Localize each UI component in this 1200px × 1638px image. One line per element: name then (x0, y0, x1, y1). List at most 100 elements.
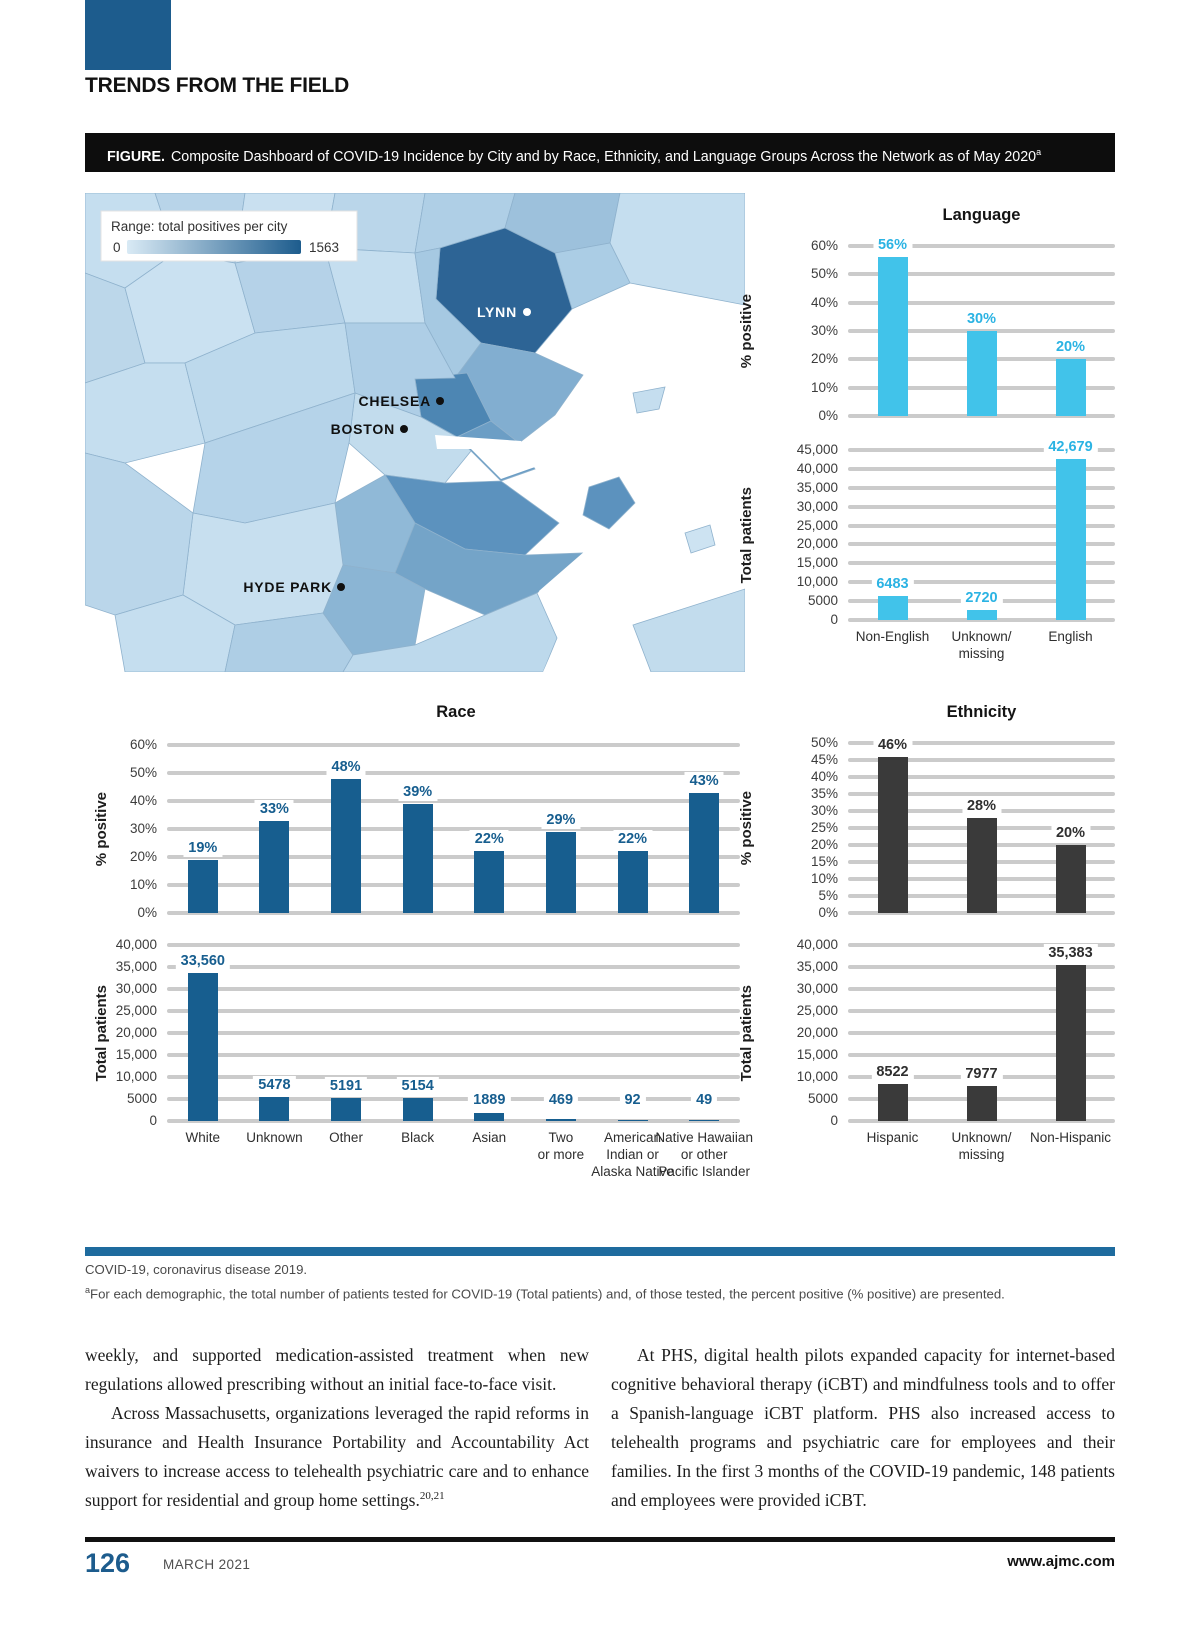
citation-superscript: 20,21 (419, 1490, 445, 1503)
gridline (848, 965, 1115, 969)
race-total-y-tick: 20,000 (115, 1025, 157, 1040)
ethnicity-total-category-label: Non-Hispanic (1029, 1130, 1112, 1145)
map-region-island (632, 386, 666, 414)
ethnicity-pct-value-label: 28% (961, 796, 1002, 815)
race-total-value-label: 5478 (253, 1075, 296, 1094)
race-total-category-label: Other (329, 1130, 363, 1145)
footnote-text: For each demographic, the total number o… (90, 1286, 1005, 1302)
city-dot-chelsea (436, 397, 444, 405)
gridline (848, 466, 1115, 471)
language-pct-row: % positive 60% 50% 40% 30% 20% 10% 0% 56% 30% 20… (730, 236, 1115, 423)
ethnicity-category-labels: Hispanic Unknown/missing Non-Hispanic (848, 1129, 1115, 1189)
race-pct-value-label: 29% (541, 810, 581, 829)
plot-area: 6483 2720 42,679 (848, 437, 1115, 622)
gridline (167, 855, 740, 859)
race-total-category-label: Black (401, 1130, 435, 1145)
paragraph: Across Massachusetts, organizations leve… (85, 1399, 589, 1515)
ethnicity-pct-y-tick: 35% (810, 786, 838, 801)
race-total-y-tick: 35,000 (115, 959, 157, 974)
gridline (848, 244, 1115, 248)
gridline (848, 485, 1115, 490)
paragraph-text: Across Massachusetts, organizations leve… (85, 1403, 589, 1510)
race-pct-y-tick: 40% (129, 793, 157, 808)
language-total-y-tick: 35,000 (796, 479, 838, 495)
language-pct-y-tick: 50% (810, 266, 838, 282)
article-body: weekly, and supported medication-assiste… (85, 1341, 1115, 1515)
map-city-labels: LYNN CHELSEA BOSTON HYDE PARK (243, 304, 531, 595)
language-pct-y-tick: 10% (810, 379, 838, 395)
gridline (848, 758, 1115, 762)
race-total-value-label: 5191 (324, 1077, 368, 1096)
race-total-category-label: American Indian or Alaska Native (591, 1130, 674, 1179)
race-total-category-label: Native Hawaiian or other Pacific Islander (655, 1130, 753, 1179)
body-right-column: At PHS, digital health pilots expanded c… (611, 1341, 1115, 1515)
map-islands (582, 386, 745, 672)
ethnicity-pct-y-tick: 50% (810, 735, 838, 750)
gridline (167, 1097, 740, 1101)
map-region (114, 594, 236, 672)
race-pct-value-label: 33% (254, 799, 294, 818)
page-number: 126 (85, 1548, 131, 1578)
ethnicity-total-bar (1055, 965, 1086, 1121)
race-pct-bar (689, 792, 720, 913)
ethnicity-total-y-tick: 15,000 (796, 1047, 838, 1062)
language-total-y-tick: 20,000 (796, 536, 838, 552)
language-total-y-tick: 15,000 (796, 555, 838, 571)
map-region-boston (348, 392, 472, 484)
race-total-bar (474, 1112, 505, 1121)
race-total-y-tick: 0 (149, 1113, 157, 1128)
race-total-y-tick: 5000 (126, 1091, 157, 1106)
figure-bottom-divider (85, 1247, 1115, 1256)
gridline (848, 792, 1115, 796)
boston-area-choropleth-map: Range: total positives per city 0 1563 L… (85, 193, 745, 672)
ethnicity-total-y-tick: 40,000 (796, 937, 838, 952)
ethnicity-pct-value-label: 20% (1050, 824, 1091, 842)
gridline (167, 1009, 740, 1013)
race-total-value-label: 1889 (468, 1091, 511, 1109)
ethnicity-pct-y-tick: 5% (818, 888, 838, 903)
map-region (85, 452, 194, 616)
gridline (848, 523, 1115, 528)
gridline (848, 414, 1115, 418)
race-chart-group: Race % positive 60% 50% 40% 30% 20% 10% 0% 19%… (85, 695, 753, 1200)
figure-caption-bar: FIGURE. Composite Dashboard of COVID-19 I… (85, 133, 1115, 172)
race-pct-value-label: 39% (398, 782, 438, 801)
language-total-y-tick: 25,000 (796, 517, 838, 533)
gridline (848, 943, 1115, 947)
race-total-value-label: 469 (543, 1091, 579, 1109)
ethnicity-total-value-label: 35,383 (1043, 944, 1098, 963)
language-total-category-label: English (1048, 629, 1093, 644)
gridline (848, 618, 1115, 622)
ethnicity-total-y-tick: 5000 (807, 1091, 838, 1106)
gridline (167, 1053, 740, 1057)
website-link[interactable]: www.ajmc.com (1007, 1553, 1115, 1570)
race-total-y-tick: 10,000 (115, 1069, 157, 1084)
ethnicity-pct-y-tick: 20% (810, 837, 838, 852)
language-total-value-label: 6483 (871, 574, 914, 593)
gridline (848, 300, 1115, 305)
city-dot-boston (400, 425, 408, 433)
gridline (848, 1119, 1115, 1123)
gridline (848, 504, 1115, 509)
body-left-column: weekly, and supported medication-assiste… (85, 1341, 589, 1515)
gridline (167, 1075, 740, 1079)
gridline (848, 1031, 1115, 1035)
ethnicity-pct-y-tick: 25% (810, 820, 838, 835)
ethnicity-total-category-label: Unknown/missing (951, 1130, 1012, 1162)
gridline (848, 580, 1115, 585)
gridline (167, 1119, 740, 1123)
gridline (848, 987, 1115, 991)
ethnicity-pct-row: % positive 50% 45% 40% 35% 30% 25% 20% 15% 10% 5%… (730, 735, 1115, 920)
ethnicity-total-y-tick: 35,000 (796, 959, 838, 974)
ethnicity-pct-y-tick: 30% (810, 803, 838, 818)
race-pct-bar (331, 778, 362, 913)
language-pct-y-tick: 60% (810, 238, 838, 253)
city-label-hyde-park: HYDE PARK (243, 579, 332, 595)
race-pct-value-label: 19% (183, 838, 223, 857)
race-pct-y-tick: 50% (129, 765, 157, 780)
ethnicity-total-y-tick: 20,000 (796, 1025, 838, 1040)
gridline (167, 771, 740, 775)
language-total-row: Total patients 45,000 40,000 35,000 30,000 2… (730, 437, 1115, 627)
water-channel (435, 435, 535, 479)
